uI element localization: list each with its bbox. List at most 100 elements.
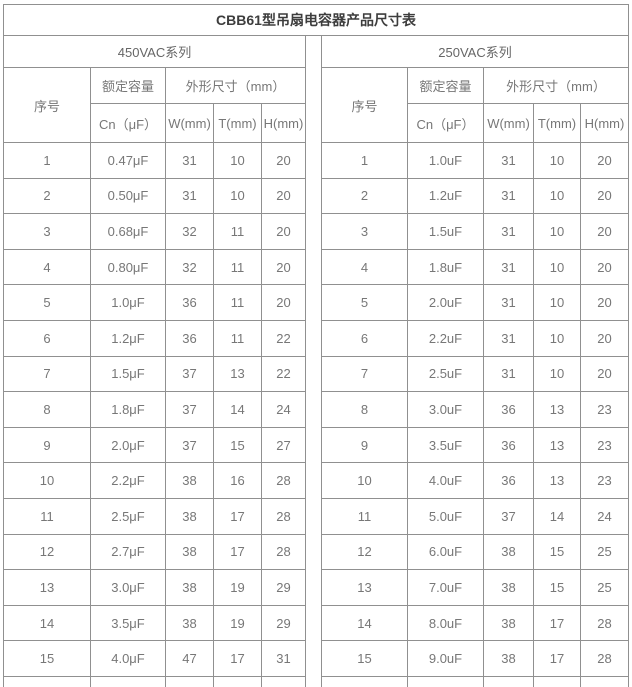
col-header-capacity-group: 额定容量 [90, 67, 166, 104]
cell-width: 36 [482, 462, 534, 499]
cell-width: 37 [165, 426, 214, 464]
table-row: 11 5.0uF 37 14 24 [320, 497, 630, 535]
cell-capacity: 1.5μF [90, 355, 166, 393]
table-row: 5 2.0uF 31 10 20 [320, 284, 630, 321]
table-row-clipped [320, 675, 630, 687]
cell-capacity: 3.0μF [90, 569, 166, 606]
cell-height: 20 [579, 248, 630, 286]
group-header-row: 序号 额定容量 外形尺寸（mm） [3, 67, 307, 143]
cell-height: 27 [260, 426, 307, 464]
cell-width: 36 [482, 426, 534, 464]
table-row: 15 9.0uF 38 17 28 [320, 640, 630, 677]
col-header-index: 序号 [3, 67, 91, 143]
cell-index: 7 [3, 355, 91, 393]
col-header-w: W(mm) [165, 103, 214, 143]
cell-thickness: 17 [532, 640, 581, 677]
cell-height: 20 [260, 142, 307, 179]
cell-capacity: 3.5uF [406, 426, 484, 464]
table-row: 12 2.7μF 38 17 28 [3, 533, 307, 571]
cell-index: 14 [3, 604, 91, 642]
col-header-t: T(mm) [213, 103, 262, 143]
cell-index: 9 [320, 426, 408, 464]
cell-index: 10 [3, 462, 91, 499]
cell-width: 31 [482, 319, 534, 357]
col-header-t: T(mm) [532, 103, 581, 143]
cell-height: 24 [579, 497, 630, 535]
cell-thickness: 13 [532, 426, 581, 464]
series-header-row: 250VAC系列 [320, 35, 630, 68]
table-row: 13 7.0uF 38 15 25 [320, 569, 630, 606]
cell-index: 11 [3, 497, 91, 535]
table-row: 2 0.50μF 31 10 20 [3, 177, 307, 215]
table-row: 9 3.5uF 36 13 23 [320, 426, 630, 464]
cell-thickness: 14 [213, 391, 262, 428]
cell-capacity: 0.47μF [90, 142, 166, 179]
table-row: 7 1.5μF 37 13 22 [3, 355, 307, 393]
cell-index: 5 [3, 284, 91, 321]
cell-capacity: 6.0uF [406, 533, 484, 571]
page-title: CBB61型吊扇电容器产品尺寸表 [3, 4, 629, 36]
cell-capacity: 2.2uF [406, 319, 484, 357]
cell-index: 8 [3, 391, 91, 428]
cell-capacity: 4.0uF [406, 462, 484, 499]
col-header-h: H(mm) [579, 103, 630, 143]
cell-width: 36 [165, 319, 214, 357]
cell-height: 31 [260, 640, 307, 677]
cell-index: 4 [3, 248, 91, 286]
cell-empty [482, 675, 534, 687]
cell-thickness: 15 [213, 426, 262, 464]
cell-thickness: 15 [532, 569, 581, 606]
cell-width: 32 [165, 213, 214, 250]
cell-width: 37 [165, 355, 214, 393]
table-row: 10 4.0uF 36 13 23 [320, 462, 630, 499]
cell-height: 25 [579, 569, 630, 606]
cell-thickness: 10 [532, 142, 581, 179]
cell-height: 24 [260, 391, 307, 428]
cell-capacity: 3.0uF [406, 391, 484, 428]
cell-index: 10 [320, 462, 408, 499]
cell-index: 3 [3, 213, 91, 250]
cell-capacity: 1.2uF [406, 177, 484, 215]
cell-capacity: 0.80μF [90, 248, 166, 286]
cell-height: 20 [579, 319, 630, 357]
cell-capacity: 1.2μF [90, 319, 166, 357]
cell-height: 20 [579, 142, 630, 179]
cell-empty [406, 675, 484, 687]
cell-capacity: 1.8μF [90, 391, 166, 428]
table-row: 14 8.0uF 38 17 28 [320, 604, 630, 642]
col-header-index: 序号 [320, 67, 408, 143]
cell-capacity: 2.5uF [406, 355, 484, 393]
table-row: 7 2.5uF 31 10 20 [320, 355, 630, 393]
cell-height: 20 [579, 284, 630, 321]
cell-width: 37 [482, 497, 534, 535]
table-row: 10 2.2μF 38 16 28 [3, 462, 307, 499]
cell-height: 20 [579, 177, 630, 215]
cell-capacity: 1.0μF [90, 284, 166, 321]
cell-thickness: 11 [213, 319, 262, 357]
cell-index: 5 [320, 284, 408, 321]
cell-height: 20 [260, 213, 307, 250]
col-header-capacity-unit: Cn（μF） [90, 103, 166, 143]
table-row: 3 0.68μF 32 11 20 [3, 213, 307, 250]
cell-width: 47 [165, 640, 214, 677]
cell-thickness: 10 [213, 177, 262, 215]
col-header-capacity-unit: Cn（μF） [406, 103, 484, 143]
cell-thickness: 10 [532, 177, 581, 215]
table-row: 2 1.2uF 31 10 20 [320, 177, 630, 215]
series-header-row: 450VAC系列 [2, 35, 307, 68]
cell-thickness: 13 [532, 391, 581, 428]
cell-width: 31 [165, 177, 214, 215]
cell-capacity: 0.50μF [90, 177, 166, 215]
table-row: 1 1.0uF 31 10 20 [320, 142, 630, 179]
cell-index: 11 [320, 497, 408, 535]
cell-height: 20 [260, 177, 307, 215]
cell-thickness: 10 [532, 248, 581, 286]
cell-width: 31 [482, 355, 534, 393]
cell-height: 20 [579, 213, 630, 250]
cell-thickness: 11 [213, 213, 262, 250]
col-header-h: H(mm) [260, 103, 307, 143]
table-row: 15 4.0μF 47 17 31 [3, 640, 307, 677]
cell-width: 31 [482, 248, 534, 286]
cell-empty [260, 675, 307, 687]
cell-capacity: 8.0uF [406, 604, 484, 642]
